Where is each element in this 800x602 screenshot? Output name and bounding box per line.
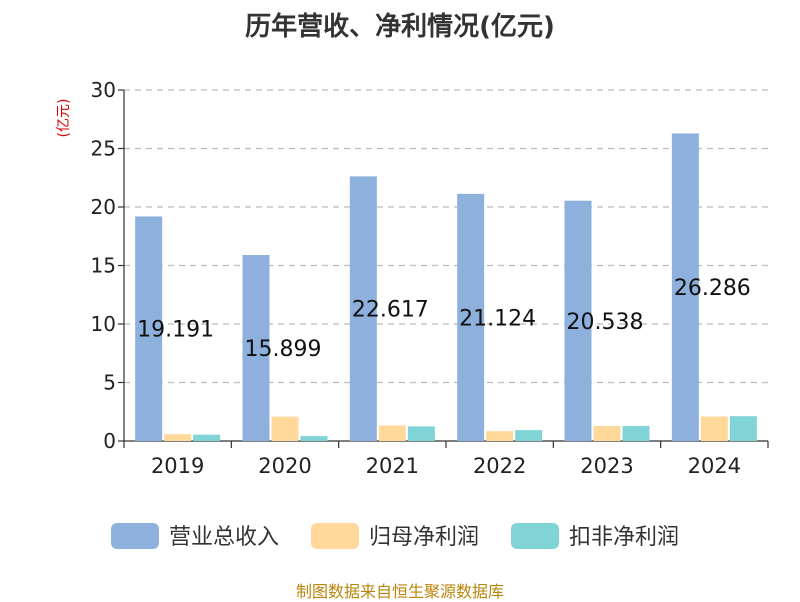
y-tick-label: 10 bbox=[91, 312, 116, 336]
bar-1-2021 bbox=[378, 425, 406, 441]
bar-2-2024 bbox=[729, 416, 757, 441]
y-axis-unit-label: (亿元) bbox=[56, 99, 72, 138]
bar-0-2020 bbox=[242, 254, 270, 441]
data-label: 20.538 bbox=[567, 310, 644, 335]
bar-0-2022 bbox=[457, 193, 485, 441]
legend-swatch-0 bbox=[111, 523, 159, 549]
source-footer: 制图数据来自恒生聚源数据库 bbox=[295, 582, 504, 601]
bar-0-2019 bbox=[135, 216, 163, 441]
legend-swatch-2 bbox=[511, 523, 559, 549]
x-tick-label: 2023 bbox=[580, 454, 633, 478]
bar-2-2021 bbox=[407, 426, 435, 441]
bar-1-2019 bbox=[164, 434, 192, 441]
legend-label-1: 归母净利润 bbox=[369, 525, 479, 550]
y-tick-label: 15 bbox=[91, 254, 116, 278]
bar-layer bbox=[135, 133, 757, 441]
y-tick-label: 25 bbox=[91, 137, 116, 161]
x-tick-label: 2019 bbox=[151, 454, 204, 478]
bar-1-2024 bbox=[700, 416, 728, 441]
data-label: 26.286 bbox=[674, 276, 751, 301]
x-tick-label: 2024 bbox=[688, 454, 741, 478]
data-label: 19.191 bbox=[137, 318, 214, 343]
y-tick-label: 30 bbox=[91, 78, 116, 102]
bar-1-2023 bbox=[593, 426, 621, 441]
bar-2-2020 bbox=[300, 436, 328, 441]
axis-layer: 0 5 10 15 20 25 30 2019 2020 2021 2022 2023 2024 bbox=[91, 78, 769, 478]
legend-label-2: 扣非净利润 bbox=[569, 525, 679, 550]
chart-title: 历年营收、净利情况(亿元) bbox=[245, 12, 555, 42]
x-tick-label: 2020 bbox=[258, 454, 311, 478]
y-tick-label: 0 bbox=[103, 429, 116, 453]
legend-swatch-1 bbox=[311, 523, 359, 549]
y-tick-label: 5 bbox=[103, 371, 116, 395]
bar-1-2022 bbox=[486, 431, 514, 441]
x-tick-label: 2021 bbox=[366, 454, 419, 478]
bar-2-2023 bbox=[622, 426, 650, 441]
bar-0-2024 bbox=[671, 133, 699, 441]
data-label-layer: 19.191 15.899 22.617 21.124 20.538 26.286 bbox=[137, 276, 751, 362]
data-label: 21.124 bbox=[459, 306, 536, 331]
bar-2-2022 bbox=[515, 430, 543, 441]
data-label: 15.899 bbox=[245, 337, 322, 362]
bar-2-2019 bbox=[193, 434, 221, 441]
data-label: 22.617 bbox=[352, 298, 429, 323]
y-tick-label: 20 bbox=[91, 195, 116, 219]
legend: 营业总收入 归母净利润 扣非净利润 bbox=[111, 523, 679, 550]
grid-layer bbox=[124, 89, 768, 384]
legend-label-0: 营业总收入 bbox=[169, 525, 279, 550]
bar-1-2020 bbox=[271, 416, 299, 441]
bar-0-2023 bbox=[564, 200, 592, 441]
bar-0-2021 bbox=[349, 176, 377, 441]
x-tick-label: 2022 bbox=[473, 454, 526, 478]
